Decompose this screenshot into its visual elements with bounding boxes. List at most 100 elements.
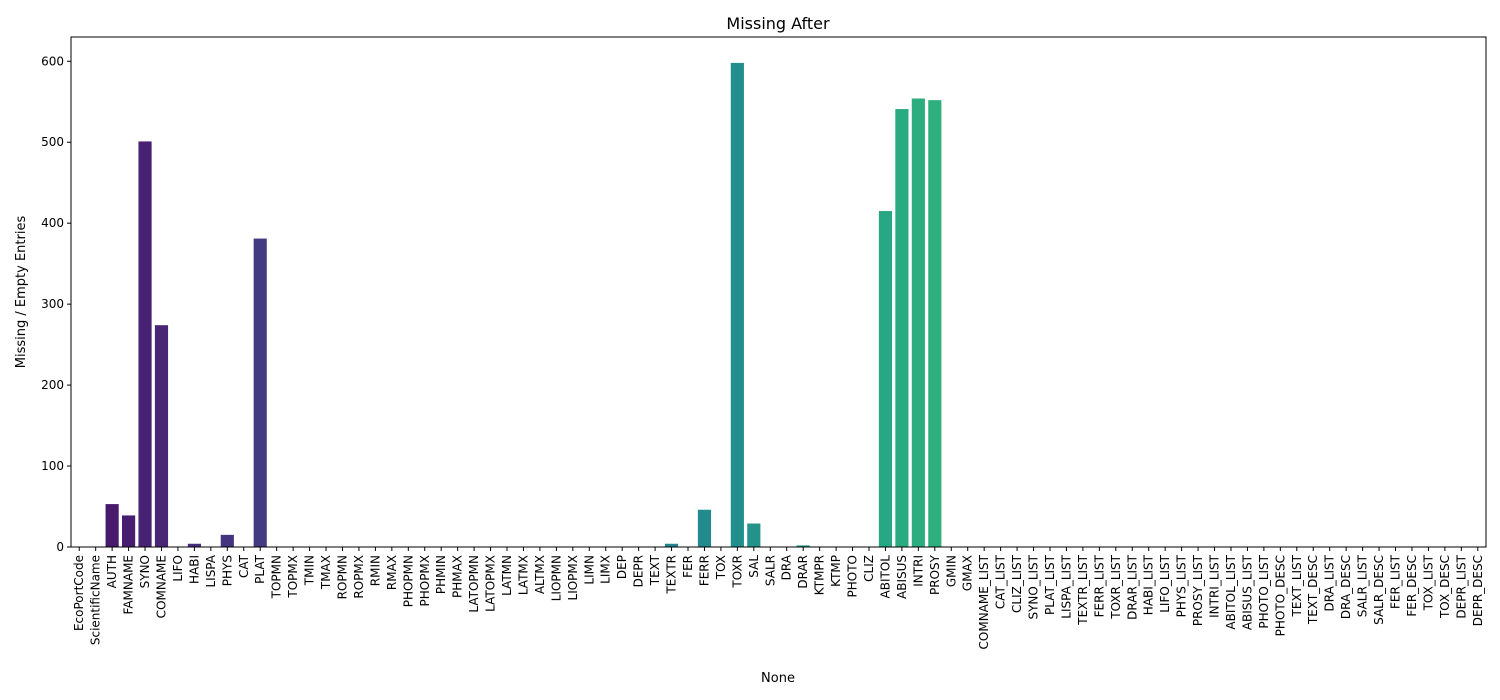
x-tick-label: TEXT_LIST (1290, 554, 1304, 617)
x-tick-label: EcoPortCode (72, 555, 86, 631)
x-tick-label: LIOPMX (566, 555, 580, 600)
plot-frame (70, 36, 1487, 548)
x-tick-label: PHYS_LIST (1175, 554, 1189, 617)
x-tick-label: ABISUS (895, 555, 909, 599)
x-tick-label: FER_DESC (1405, 555, 1419, 617)
bar-phys (220, 534, 234, 547)
bar-famname (122, 515, 136, 547)
x-tick-label: LIMX (599, 555, 613, 584)
bar-prosy (928, 100, 942, 547)
x-tick-label: LIFO_LIST (1158, 554, 1172, 612)
x-tick-label: CAT_LIST (994, 554, 1008, 609)
x-tick-label: CLIZ (862, 555, 876, 582)
x-tick-label: ROPMX (352, 555, 366, 599)
x-tick-label: LATOPMX (484, 555, 498, 612)
bar-syno (138, 141, 152, 547)
x-tick-label: CAT (237, 554, 251, 578)
y-tick-label: 100 (41, 459, 64, 473)
x-tick-label: COMNAME_LIST (977, 554, 991, 649)
y-axis: 0 100 200 300 400 500 600 (41, 54, 71, 554)
x-tick-label: RMAX (385, 555, 399, 590)
x-tick-label: AUTH (105, 555, 119, 588)
x-tick-label: LIOPMN (549, 555, 563, 601)
x-tick-label: FAMNAME (122, 555, 136, 614)
y-tick-label: 200 (41, 378, 64, 392)
x-tick-label: GMAX (961, 555, 975, 591)
x-tick-label: PHOPMN (401, 555, 415, 607)
x-tick-label: PHMAX (451, 555, 465, 598)
x-tick-label: TEXT_DESC (1306, 555, 1320, 625)
x-tick-label: LIMN (582, 555, 596, 585)
bar-habi (187, 543, 201, 547)
x-tick-label: LATMX (516, 555, 530, 595)
bar-drar (796, 545, 810, 547)
x-tick-label: TEXTR (665, 555, 679, 595)
x-tick-label: SALR_DESC (1372, 555, 1386, 625)
x-tick-label: ABITOL_LIST (1224, 554, 1238, 629)
x-tick-label: ABITOL (878, 555, 892, 599)
y-tick-label: 500 (41, 135, 64, 149)
x-tick-label: SYNO (138, 555, 152, 588)
x-tick-label: DRA_DESC (1339, 555, 1353, 619)
x-tick-label: LISPA_LIST (1059, 554, 1073, 618)
x-tick-label: LATMN (500, 555, 514, 596)
x-tick-label: DRA (780, 554, 794, 580)
bar-abitol (878, 211, 893, 548)
x-tick-label: CLIZ_LIST (1010, 554, 1024, 613)
x-tick-label: ABISUS_LIST (1240, 554, 1254, 630)
x-tick-label: PROSY (928, 554, 942, 595)
x-tick-label: TOPMX (286, 555, 300, 599)
x-tick-label: TOXR_LIST (1109, 554, 1123, 619)
bar-textr (664, 543, 679, 547)
bar-comname (154, 325, 169, 547)
x-tick-label: DEPR_DESC (1471, 555, 1485, 626)
x-tick-label: TMIN (303, 555, 317, 586)
x-tick-label: DEPR_LIST (1454, 554, 1468, 618)
x-tick-label: LATOPMN (467, 555, 481, 613)
y-tick-label: 600 (41, 54, 64, 68)
y-axis-label: Missing / Empty Entries (14, 216, 29, 369)
x-tick-label: ScientificName (89, 555, 103, 645)
bar-auth (105, 504, 119, 547)
x-tick-label: SALR_LIST (1356, 554, 1370, 617)
x-tick-label: COMNAME (154, 555, 168, 618)
x-tick-label: FERR (697, 555, 711, 586)
bar-ferr (697, 509, 712, 547)
x-tick-label: TOPMN (270, 555, 284, 599)
x-tick-label: HABI_LIST (1142, 554, 1156, 615)
x-tick-label: INTRI_LIST (1208, 554, 1222, 618)
bar-sal (747, 523, 761, 547)
y-tick-label: 300 (41, 297, 64, 311)
x-tick-label: PLAT_LIST (1043, 554, 1057, 615)
x-tick-label: KTMP (829, 555, 843, 587)
x-tick-label: DRAR_LIST (1125, 554, 1139, 619)
x-tick-label: HABI (187, 555, 201, 584)
x-tick-label: ROPMN (335, 555, 349, 599)
x-tick-label: FER (681, 555, 695, 578)
x-tick-label: SALR (763, 555, 777, 586)
x-tick-label: PHYS (220, 555, 234, 586)
bar-toxr (730, 62, 744, 548)
x-tick-label: FERR_LIST (1092, 554, 1106, 617)
bar-plat (253, 238, 267, 547)
bars-group (105, 62, 942, 548)
x-tick-label: TOXR (730, 555, 744, 589)
x-tick-label: PROSY_LIST (1191, 554, 1205, 626)
bar-intri (911, 98, 925, 548)
x-tick-label: PHOTO_LIST (1257, 554, 1271, 628)
x-tick-label: INTRI (911, 555, 925, 587)
x-tick-label: PHMIN (434, 555, 448, 594)
x-tick-label: FER_LIST (1389, 554, 1403, 609)
x-tick-label: TOX_LIST (1421, 554, 1435, 611)
x-tick-label: LIFO (171, 555, 185, 582)
x-tick-label: TOX (714, 555, 728, 580)
x-tick-label: PHOTO (846, 555, 860, 597)
x-tick-label: TMAX (319, 555, 333, 590)
x-tick-label: SYNO_LIST (1027, 554, 1041, 619)
x-tick-label: DRAR (796, 555, 810, 589)
x-axis-label: None (761, 671, 795, 686)
x-tick-label: KTMPR (813, 555, 827, 595)
x-tick-label: ALTMX (533, 555, 547, 594)
x-tick-label: TEXT (648, 554, 662, 586)
